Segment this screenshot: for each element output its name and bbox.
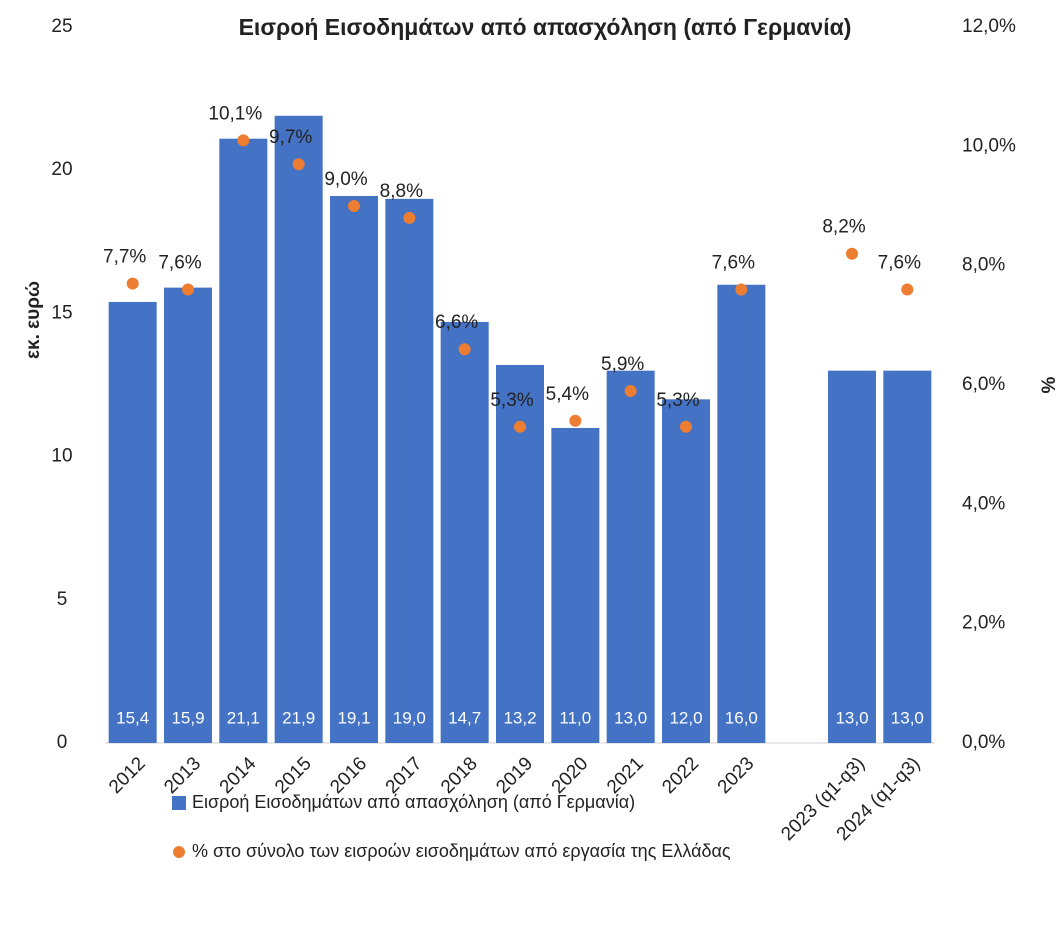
bar — [385, 198, 434, 744]
y2-tick-label: 10,0% — [962, 135, 1016, 156]
y-tick-label: 20 — [51, 159, 72, 180]
y2-tick-label: 2,0% — [962, 613, 1005, 634]
y-tick-label: 25 — [51, 16, 72, 37]
point — [624, 384, 637, 397]
bar — [606, 370, 655, 743]
y-axis-title: εκ. ευρώ — [23, 281, 44, 359]
bar-value-label: 19,0 — [393, 708, 426, 727]
point — [569, 414, 582, 427]
legend-swatch — [172, 796, 186, 810]
y2-tick-label: 8,0% — [962, 255, 1005, 276]
x-tick-label: 2023 — [714, 753, 759, 798]
point-value-label: 8,8% — [380, 181, 423, 202]
y2-tick-label: 0,0% — [962, 732, 1005, 753]
point-value-label: 8,2% — [822, 217, 865, 238]
point-value-label: 9,0% — [324, 169, 367, 190]
y-tick-label: 15 — [51, 302, 72, 323]
bar-value-label: 19,1 — [337, 708, 370, 727]
point — [292, 158, 305, 171]
point — [182, 283, 194, 296]
bar-value-label: 16,0 — [725, 708, 758, 727]
point-value-label: 9,7% — [269, 127, 312, 148]
y-tick-label: 5 — [57, 589, 68, 610]
point — [846, 247, 858, 260]
legend-label: % στο σύνολο των εισροών εισοδημάτων από… — [192, 841, 731, 861]
point-value-label: 7,7% — [103, 247, 146, 268]
point — [735, 283, 748, 296]
bar — [440, 321, 489, 743]
point — [514, 420, 526, 433]
legend-swatch — [173, 846, 185, 858]
point-value-label: 7,6% — [158, 253, 201, 274]
bar — [164, 287, 212, 743]
bar-value-label: 21,1 — [227, 708, 260, 727]
bar-value-label: 13,2 — [503, 708, 536, 727]
bar-value-label: 11,0 — [559, 708, 591, 727]
bar-value-label: 15,4 — [116, 708, 149, 727]
y2-tick-label: 6,0% — [962, 374, 1005, 395]
bar-value-label: 13,0 — [614, 708, 647, 727]
bar — [551, 427, 600, 743]
point-value-label: 7,6% — [878, 253, 921, 274]
y2-axis-title: % — [1039, 376, 1060, 393]
point — [126, 277, 139, 290]
bar-value-label: 14,7 — [448, 708, 481, 727]
bar — [219, 138, 268, 744]
point-value-label: 6,6% — [435, 312, 478, 333]
y2-tick-label: 4,0% — [962, 493, 1005, 514]
point — [901, 283, 914, 296]
chart-title: Εισροή Εισοδημάτων από απασχόληση (από Γ… — [239, 14, 852, 40]
point — [348, 200, 360, 212]
y-tick-label: 10 — [51, 446, 72, 467]
bar-value-label: 13,0 — [891, 708, 924, 727]
point-value-label: 5,3% — [490, 390, 533, 411]
point — [237, 134, 250, 147]
bar — [828, 370, 876, 743]
x-tick-label: 2022 — [658, 753, 703, 798]
bar — [662, 399, 710, 743]
bar-value-label: 15,9 — [171, 708, 204, 727]
bar-value-label: 13,0 — [835, 708, 868, 727]
y2-tick-label: 12,0% — [962, 16, 1016, 37]
point-value-label: 5,9% — [601, 354, 644, 375]
x-tick-label: 2012 — [105, 753, 150, 798]
bar — [274, 115, 323, 743]
bar — [330, 195, 378, 743]
point — [680, 420, 692, 433]
legend-label: Εισροή Εισοδημάτων από απασχόληση (από Γ… — [192, 792, 635, 812]
bar — [717, 284, 766, 743]
bar — [108, 301, 157, 743]
point-value-label: 10,1% — [208, 103, 262, 124]
bar-value-label: 12,0 — [669, 708, 702, 727]
point-value-label: 5,3% — [656, 390, 699, 411]
bar-value-label: 21,9 — [282, 708, 315, 727]
y-tick-label: 0 — [57, 732, 68, 753]
point-value-label: 5,4% — [546, 384, 589, 405]
point — [458, 343, 471, 356]
point — [403, 211, 416, 224]
point-value-label: 7,6% — [712, 253, 755, 274]
bar — [883, 370, 932, 743]
